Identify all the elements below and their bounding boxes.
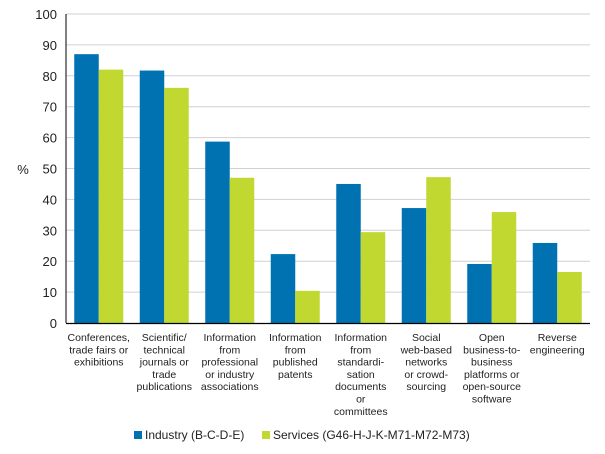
- y-axis-label: %: [17, 162, 29, 177]
- y-tick-label: 20: [43, 254, 57, 269]
- legend-swatch: [262, 431, 270, 439]
- legend-label: Services (G46-H-J-K-M71-M72-M73): [273, 428, 470, 442]
- bar-industry: [205, 141, 230, 323]
- bar-industry: [139, 70, 165, 323]
- bar-services: [98, 69, 124, 324]
- bar-services: [557, 272, 582, 323]
- bar-services: [491, 212, 517, 323]
- y-tick-label: 10: [43, 285, 57, 300]
- bar-industry: [467, 263, 492, 323]
- x-tick-label: Conferences, trade fairs or exhibitions: [68, 332, 130, 369]
- bar-industry: [74, 54, 99, 324]
- y-tick-label: 50: [43, 162, 57, 177]
- x-tick-label: Information from professional or industry as…: [201, 332, 259, 393]
- y-tick-label: 70: [43, 100, 57, 115]
- legend-label: Industry (B-C-D-E): [145, 428, 244, 442]
- bar-industry: [401, 208, 427, 323]
- bar-services: [295, 290, 320, 323]
- bar-services: [426, 177, 451, 323]
- bar-industry: [532, 242, 558, 323]
- y-tick-label: 40: [43, 192, 57, 207]
- y-tick-label: 60: [43, 131, 57, 146]
- x-tick-label: Social web-based networks or crowd-sourcing: [400, 332, 453, 393]
- bar-industry: [270, 254, 296, 323]
- legend-swatch: [134, 431, 142, 439]
- y-tick-label: 80: [43, 69, 57, 84]
- x-tick-label: Information from published patents: [269, 332, 322, 381]
- bar-services: [164, 87, 189, 323]
- y-tick-label: 90: [43, 38, 57, 53]
- x-tick-label: Information from standardi-sation documents…: [334, 332, 388, 418]
- y-tick-label: 0: [50, 316, 57, 331]
- y-tick-label: 30: [43, 223, 57, 238]
- x-tick-label: Reverse engineering: [530, 332, 585, 356]
- y-tick-label: 100: [35, 7, 57, 22]
- bar-services: [360, 232, 386, 323]
- x-tick-label: Open business-to-business platforms or open…: [463, 332, 522, 406]
- x-tick-label: Scientific/technical journals or trade publ…: [137, 332, 192, 393]
- bar-industry: [336, 183, 361, 323]
- bar-services: [229, 177, 255, 323]
